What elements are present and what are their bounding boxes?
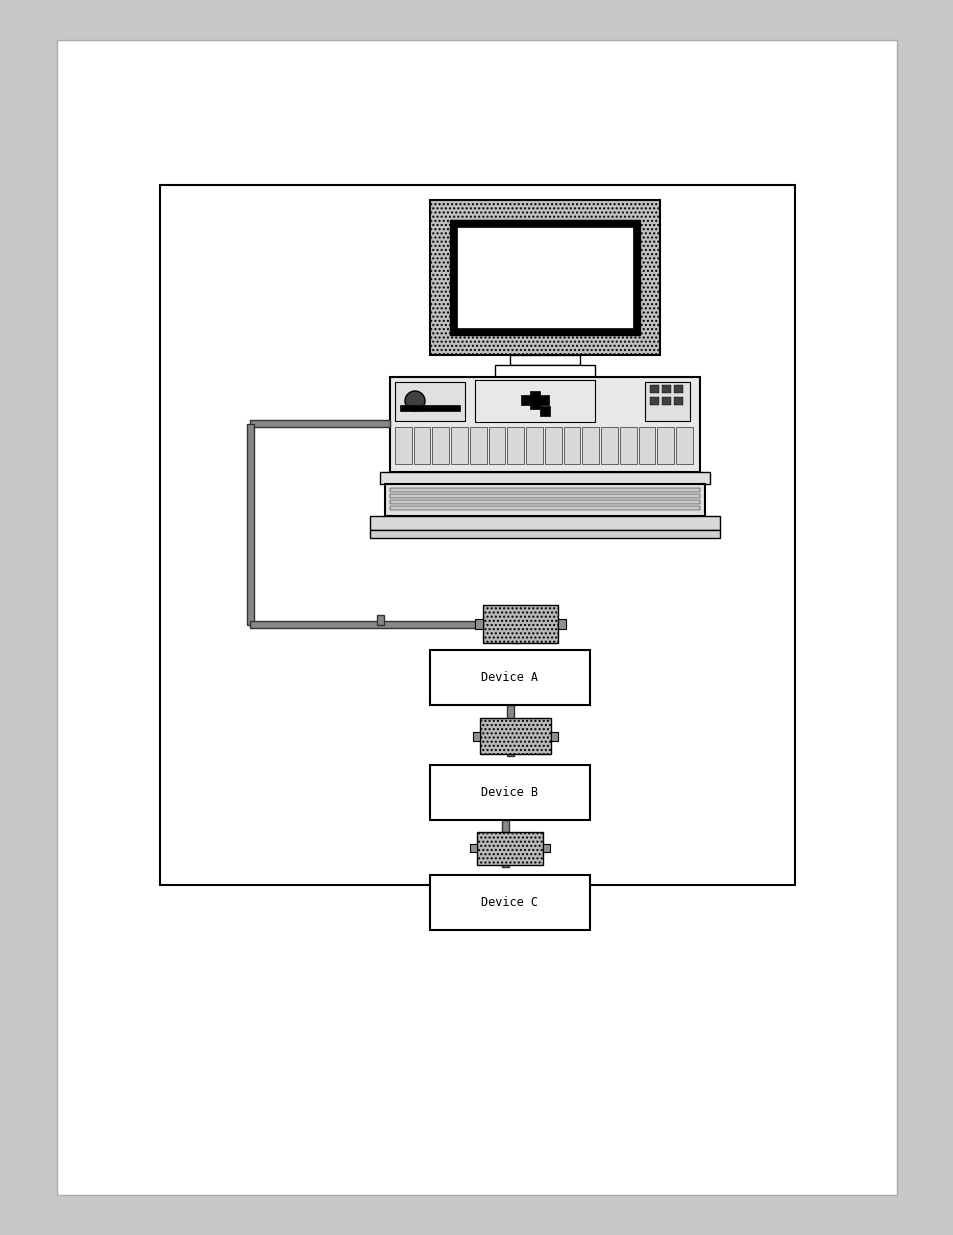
- Bar: [376, 615, 384, 625]
- Bar: [563, 427, 579, 464]
- Bar: [451, 427, 468, 464]
- Bar: [430, 876, 589, 930]
- Bar: [390, 377, 700, 472]
- Bar: [395, 427, 412, 464]
- Text: Device C: Device C: [481, 895, 537, 909]
- Bar: [507, 427, 524, 464]
- Bar: [661, 396, 670, 405]
- Circle shape: [405, 391, 424, 411]
- Bar: [544, 427, 561, 464]
- Bar: [470, 844, 476, 852]
- Bar: [430, 764, 589, 820]
- Bar: [456, 227, 633, 329]
- Bar: [510, 354, 579, 366]
- Bar: [399, 405, 459, 411]
- Bar: [370, 530, 720, 538]
- Bar: [673, 385, 682, 393]
- Bar: [482, 605, 558, 643]
- Bar: [495, 366, 595, 377]
- Bar: [430, 650, 589, 705]
- Bar: [676, 427, 692, 464]
- Bar: [657, 427, 674, 464]
- Bar: [582, 427, 598, 464]
- Bar: [488, 427, 505, 464]
- Bar: [619, 427, 636, 464]
- Bar: [390, 500, 700, 504]
- Bar: [600, 427, 618, 464]
- Bar: [530, 391, 539, 409]
- Bar: [414, 427, 430, 464]
- Bar: [450, 220, 639, 335]
- Bar: [539, 406, 550, 416]
- Bar: [250, 621, 479, 629]
- Bar: [247, 424, 253, 625]
- Bar: [512, 625, 518, 643]
- Bar: [476, 832, 542, 864]
- Bar: [551, 732, 558, 741]
- Bar: [160, 185, 794, 885]
- Bar: [506, 705, 514, 756]
- Bar: [649, 385, 659, 393]
- Bar: [385, 484, 704, 516]
- Bar: [57, 40, 896, 1195]
- Bar: [526, 427, 542, 464]
- Bar: [390, 506, 700, 510]
- Bar: [250, 420, 390, 427]
- Bar: [432, 427, 449, 464]
- Bar: [475, 380, 595, 422]
- Bar: [520, 395, 548, 405]
- Bar: [379, 472, 709, 484]
- Bar: [501, 820, 509, 867]
- Bar: [644, 382, 689, 421]
- Text: Device B: Device B: [481, 785, 537, 799]
- Bar: [390, 488, 700, 492]
- Bar: [558, 619, 565, 629]
- Bar: [430, 200, 659, 354]
- Bar: [395, 382, 464, 421]
- Text: Device A: Device A: [481, 671, 537, 683]
- Bar: [473, 732, 479, 741]
- Bar: [639, 427, 655, 464]
- Bar: [661, 385, 670, 393]
- Bar: [470, 427, 486, 464]
- Bar: [649, 396, 659, 405]
- Bar: [673, 396, 682, 405]
- Bar: [390, 494, 700, 498]
- Bar: [370, 516, 720, 530]
- Bar: [475, 619, 482, 629]
- Bar: [542, 844, 550, 852]
- Bar: [479, 718, 551, 755]
